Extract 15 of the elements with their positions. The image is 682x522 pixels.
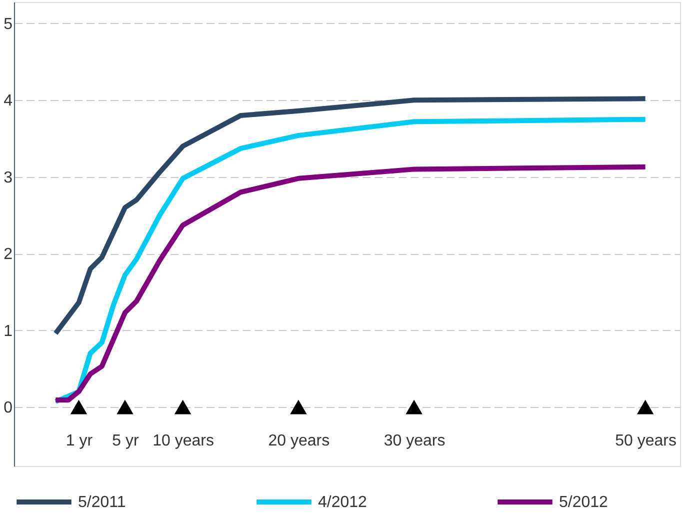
y-tick-label: 2 xyxy=(4,246,13,264)
y-tick-label: 1 xyxy=(4,322,13,340)
legend-label: 4/2012 xyxy=(318,494,368,511)
y-tick-label: 3 xyxy=(4,169,13,186)
x-tick-label: 10 years xyxy=(152,432,214,450)
y-tick-label: 4 xyxy=(4,92,13,110)
legend-label: 5/2012 xyxy=(559,494,608,511)
y-tick-label: 5 xyxy=(4,16,13,33)
x-tick-label: 50 years xyxy=(615,432,676,450)
y-tick-label: 0 xyxy=(4,399,13,416)
x-tick-label: 20 years xyxy=(268,432,330,450)
x-tick-label: 5 yr xyxy=(112,432,140,450)
x-tick-label: 1 yr xyxy=(66,432,94,450)
legend-label: 5/2011 xyxy=(78,494,126,511)
x-tick-label: 30 years xyxy=(384,432,446,450)
